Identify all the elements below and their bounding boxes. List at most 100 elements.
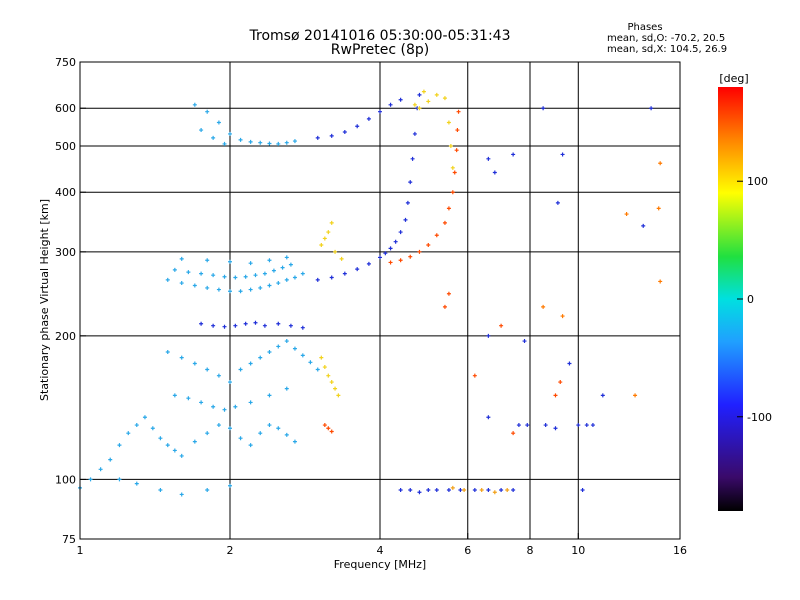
data-point (205, 285, 210, 290)
data-point (233, 275, 238, 280)
data-point (276, 141, 281, 146)
data-point (378, 255, 382, 260)
x-tick-label: 16 (673, 544, 687, 557)
data-point (158, 488, 163, 493)
data-point (315, 135, 320, 140)
data-point (421, 89, 426, 94)
data-point (511, 488, 516, 493)
data-point (271, 268, 276, 273)
data-point (248, 139, 253, 144)
data-point (560, 152, 565, 157)
colorbar-ticks: 100 0 -100 (737, 175, 772, 424)
data-point (649, 106, 654, 111)
data-point (446, 488, 451, 493)
data-point (179, 453, 184, 458)
data-point (205, 488, 210, 493)
data-point (258, 140, 263, 145)
data-point (165, 443, 170, 448)
data-point (300, 353, 305, 358)
data-point (292, 275, 297, 280)
data-point (172, 393, 177, 398)
data-point (205, 431, 210, 436)
data-point (179, 355, 184, 360)
data-point (238, 289, 243, 294)
data-point (172, 448, 177, 453)
data-point (499, 323, 504, 328)
data-point (511, 431, 516, 436)
data-point (108, 457, 113, 462)
data-point (446, 206, 451, 211)
data-point (624, 212, 629, 217)
y-tick-label: 75 (62, 533, 76, 546)
data-point (258, 285, 263, 290)
axis-ticks: 1 2 4 6 8 10 16 75 100 200 300 400 500 600 750 (55, 56, 687, 557)
data-point (322, 236, 327, 241)
y-tick-label: 300 (55, 246, 76, 259)
data-point (88, 477, 93, 482)
data-point (393, 239, 398, 244)
phase-legend-o-stats: mean, sd,O: -70.2, 20.5 (607, 33, 726, 44)
data-point (336, 393, 341, 398)
data-point (179, 281, 184, 286)
data-point (117, 477, 122, 482)
data-point (448, 143, 453, 148)
data-point (408, 488, 413, 493)
data-point (329, 275, 334, 280)
y-tick-label: 600 (55, 102, 76, 115)
data-point (262, 323, 267, 328)
data-point (434, 233, 439, 238)
y-tick-label: 500 (55, 140, 76, 153)
data-point (284, 277, 289, 282)
data-point (267, 393, 272, 398)
data-point (525, 423, 530, 428)
data-point (398, 258, 403, 263)
data-point (243, 274, 248, 279)
data-point (222, 274, 227, 279)
data-point (284, 255, 289, 260)
data-point (186, 396, 191, 401)
data-point (342, 129, 347, 134)
data-point (442, 304, 447, 309)
data-point (326, 373, 331, 378)
data-point (600, 393, 605, 398)
data-points-layer (78, 89, 663, 497)
data-point (560, 314, 565, 319)
data-point (452, 170, 457, 175)
chart-title-line2: RwPretec (8p) (330, 42, 430, 58)
data-point (398, 230, 403, 235)
data-point (426, 99, 431, 104)
data-point (192, 102, 197, 107)
data-point (492, 170, 497, 175)
data-point (511, 152, 516, 157)
data-point (267, 349, 272, 354)
data-point (558, 380, 563, 385)
data-point (492, 490, 497, 495)
data-point (326, 426, 331, 431)
y-axis-title: Stationary phase Virtual Height [km] (38, 199, 51, 401)
data-point (410, 156, 415, 161)
data-point (656, 206, 661, 211)
data-point (505, 488, 510, 493)
grid-layer (80, 62, 680, 539)
data-point (326, 230, 331, 235)
data-point (417, 92, 422, 97)
data-point (267, 423, 272, 428)
y-tick-label: 400 (55, 186, 76, 199)
x-tick-label: 10 (571, 544, 585, 557)
data-point (319, 355, 324, 360)
data-point (284, 140, 289, 145)
data-point (117, 443, 122, 448)
data-point (98, 467, 103, 472)
data-point (142, 415, 147, 420)
data-point (426, 243, 431, 248)
data-point (292, 439, 297, 444)
data-point (211, 135, 216, 140)
data-point (199, 128, 204, 133)
data-point (541, 106, 546, 111)
data-point (543, 423, 548, 428)
data-point (472, 373, 477, 378)
data-point (405, 200, 410, 205)
data-point (417, 249, 422, 254)
data-point (300, 271, 305, 276)
